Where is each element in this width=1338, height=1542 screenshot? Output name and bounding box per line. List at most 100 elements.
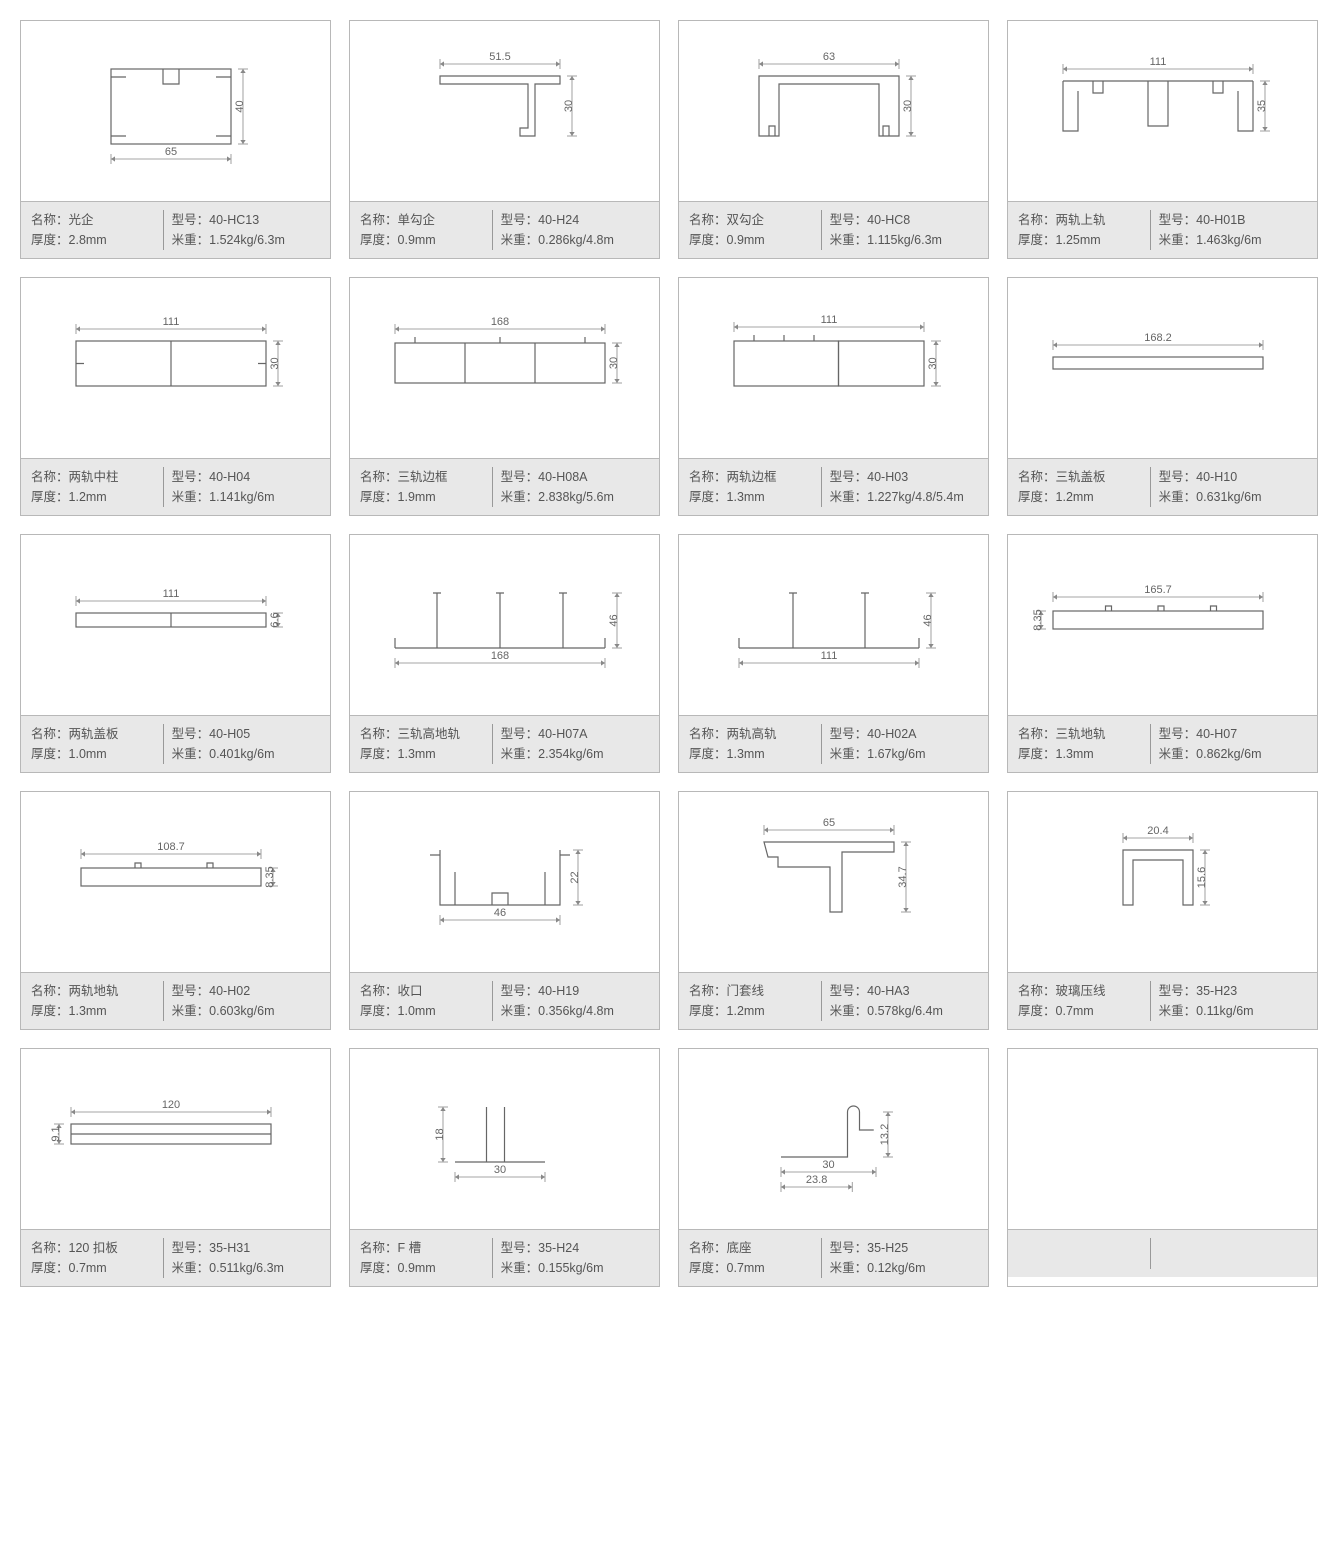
product-card: 111 46 名称：两轨高轨 厚度：1.3mm 型号：40-H02A 米重：1.… <box>678 534 989 773</box>
weight-row: 米重：0.401kg/6m <box>172 744 320 764</box>
svg-text:30: 30 <box>822 1159 834 1171</box>
profile-diagram: 168.2 <box>1028 327 1298 409</box>
info-panel: 名称：单勾企 厚度：0.9mm 型号：40-H24 米重：0.286kg/4.8… <box>350 201 659 258</box>
info-left: 名称：玻璃压线 厚度：0.7mm <box>1018 981 1151 1021</box>
thickness-value: 0.7mm <box>727 1261 765 1275</box>
name-row: 名称：两轨高轨 <box>689 724 813 744</box>
svg-text:34.7: 34.7 <box>897 866 909 887</box>
name-value: 两轨边框 <box>727 470 777 484</box>
thickness-row: 厚度：1.25mm <box>1018 230 1142 250</box>
product-card: 111 30 名称：两轨中柱 厚度：1.2mm 型号：40-H04 米重：1.1… <box>20 277 331 516</box>
info-panel: 名称：两轨盖板 厚度：1.0mm 型号：40-H05 米重：0.401kg/6m <box>21 715 330 772</box>
info-left <box>1018 1238 1151 1269</box>
name-value: 120 扣板 <box>69 1241 118 1255</box>
info-left: 名称：门套线 厚度：1.2mm <box>689 981 822 1021</box>
weight-row: 米重：0.11kg/6m <box>1159 1001 1307 1021</box>
weight-value: 0.862kg/6m <box>1196 747 1261 761</box>
info-right <box>1151 1238 1307 1269</box>
model-row: 型号：40-H08A <box>501 467 649 487</box>
info-right: 型号：40-H02A 米重：1.67kg/6m <box>822 724 978 764</box>
thickness-value: 0.7mm <box>69 1261 107 1275</box>
svg-text:51.5: 51.5 <box>489 51 510 63</box>
name-value: 三轨地轨 <box>1056 727 1106 741</box>
name-value: 玻璃压线 <box>1056 984 1106 998</box>
model-row: 型号：40-H05 <box>172 724 320 744</box>
model-value: 40-H04 <box>209 470 250 484</box>
info-right: 型号：40-HC13 米重：1.524kg/6.3m <box>164 210 320 250</box>
info-panel: 名称：三轨地轨 厚度：1.3mm 型号：40-H07 米重：0.862kg/6m <box>1008 715 1317 772</box>
name-value: 双勾企 <box>727 213 765 227</box>
weight-row: 米重：1.524kg/6.3m <box>172 230 320 250</box>
drawing-area: 65 34.7 <box>679 792 988 972</box>
info-right: 型号：40-H19 米重：0.356kg/4.8m <box>493 981 649 1021</box>
name-value: 三轨边框 <box>398 470 448 484</box>
info-left: 名称：底座 厚度：0.7mm <box>689 1238 822 1278</box>
thickness-value: 1.0mm <box>398 1004 436 1018</box>
svg-text:65: 65 <box>822 817 834 829</box>
model-row: 型号：40-H19 <box>501 981 649 1001</box>
weight-value: 1.115kg/6.3m <box>867 233 942 247</box>
svg-text:111: 111 <box>162 588 179 600</box>
svg-text:30: 30 <box>608 357 620 369</box>
name-row: 名称：光企 <box>31 210 155 230</box>
info-left: 名称：120 扣板 厚度：0.7mm <box>31 1238 164 1278</box>
thickness-row: 厚度：0.7mm <box>1018 1001 1142 1021</box>
model-row: 型号：35-H31 <box>172 1238 320 1258</box>
model-row: 型号：40-HC13 <box>172 210 320 230</box>
svg-text:23.8: 23.8 <box>806 1174 827 1186</box>
info-panel: 名称：两轨中柱 厚度：1.2mm 型号：40-H04 米重：1.141kg/6m <box>21 458 330 515</box>
name-row: 名称：两轨中柱 <box>31 467 155 487</box>
thickness-row: 厚度：1.2mm <box>689 1001 813 1021</box>
model-value: 40-H03 <box>867 470 908 484</box>
drawing-area: 120 9.1 <box>21 1049 330 1229</box>
profile-diagram: 20.4 15.6 <box>1098 820 1228 945</box>
model-row: 型号：35-H24 <box>501 1238 649 1258</box>
weight-row: 米重：2.354kg/6m <box>501 744 649 764</box>
name-value: 三轨盖板 <box>1056 470 1106 484</box>
profile-diagram: 108.7 8.35 <box>56 838 296 926</box>
name-value: 门套线 <box>727 984 765 998</box>
profile-diagram: 30 18 <box>430 1077 580 1202</box>
svg-text:8.35: 8.35 <box>264 866 276 887</box>
name-value: 两轨高轨 <box>727 727 777 741</box>
profile-diagram: 63 30 <box>734 46 934 176</box>
model-row: 型号：40-H24 <box>501 210 649 230</box>
svg-text:63: 63 <box>822 51 834 63</box>
info-panel: 名称：两轨边框 厚度：1.3mm 型号：40-H03 米重：1.227kg/4.… <box>679 458 988 515</box>
model-value: 40-HA3 <box>867 984 909 998</box>
svg-text:6.6: 6.6 <box>269 612 281 627</box>
weight-value: 0.578kg/6.4m <box>867 1004 943 1018</box>
svg-text:46: 46 <box>922 614 934 626</box>
name-row: 名称：三轨盖板 <box>1018 467 1142 487</box>
name-row: 名称：门套线 <box>689 981 813 1001</box>
svg-text:46: 46 <box>493 907 505 919</box>
thickness-value: 1.3mm <box>727 747 765 761</box>
weight-value: 1.463kg/6m <box>1196 233 1261 247</box>
weight-row: 米重：1.115kg/6.3m <box>830 230 978 250</box>
drawing-area: 168 30 <box>350 278 659 458</box>
drawing-area: 51.5 30 <box>350 21 659 201</box>
profile-diagram: 51.5 30 <box>415 46 595 176</box>
model-row: 型号：40-HC8 <box>830 210 978 230</box>
product-card: 108.7 8.35 名称：两轨地轨 厚度：1.3mm 型号：40-H02 米重… <box>20 791 331 1030</box>
svg-text:30: 30 <box>493 1164 505 1176</box>
model-value: 40-HC13 <box>209 213 259 227</box>
info-left: 名称：两轨边框 厚度：1.3mm <box>689 467 822 507</box>
drawing-area: 108.7 8.35 <box>21 792 330 972</box>
thickness-value: 1.3mm <box>727 490 765 504</box>
model-value: 35-H24 <box>538 1241 579 1255</box>
model-row: 型号：40-H01B <box>1159 210 1307 230</box>
drawing-area: 65 40 <box>21 21 330 201</box>
weight-row: 米重：2.838kg/5.6m <box>501 487 649 507</box>
name-row: 名称：两轨地轨 <box>31 981 155 1001</box>
weight-value: 0.12kg/6m <box>867 1261 925 1275</box>
model-value: 40-H19 <box>538 984 579 998</box>
info-right: 型号：40-H10 米重：0.631kg/6m <box>1151 467 1307 507</box>
name-value: 两轨盖板 <box>69 727 119 741</box>
info-panel: 名称：F 槽 厚度：0.9mm 型号：35-H24 米重：0.155kg/6m <box>350 1229 659 1286</box>
product-card: 46 22 名称：收口 厚度：1.0mm 型号：40-H19 米重：0.356k… <box>349 791 660 1030</box>
svg-text:30: 30 <box>927 357 939 369</box>
info-right: 型号：40-HC8 米重：1.115kg/6.3m <box>822 210 978 250</box>
thickness-row: 厚度：2.8mm <box>31 230 155 250</box>
info-panel: 名称：两轨高轨 厚度：1.3mm 型号：40-H02A 米重：1.67kg/6m <box>679 715 988 772</box>
